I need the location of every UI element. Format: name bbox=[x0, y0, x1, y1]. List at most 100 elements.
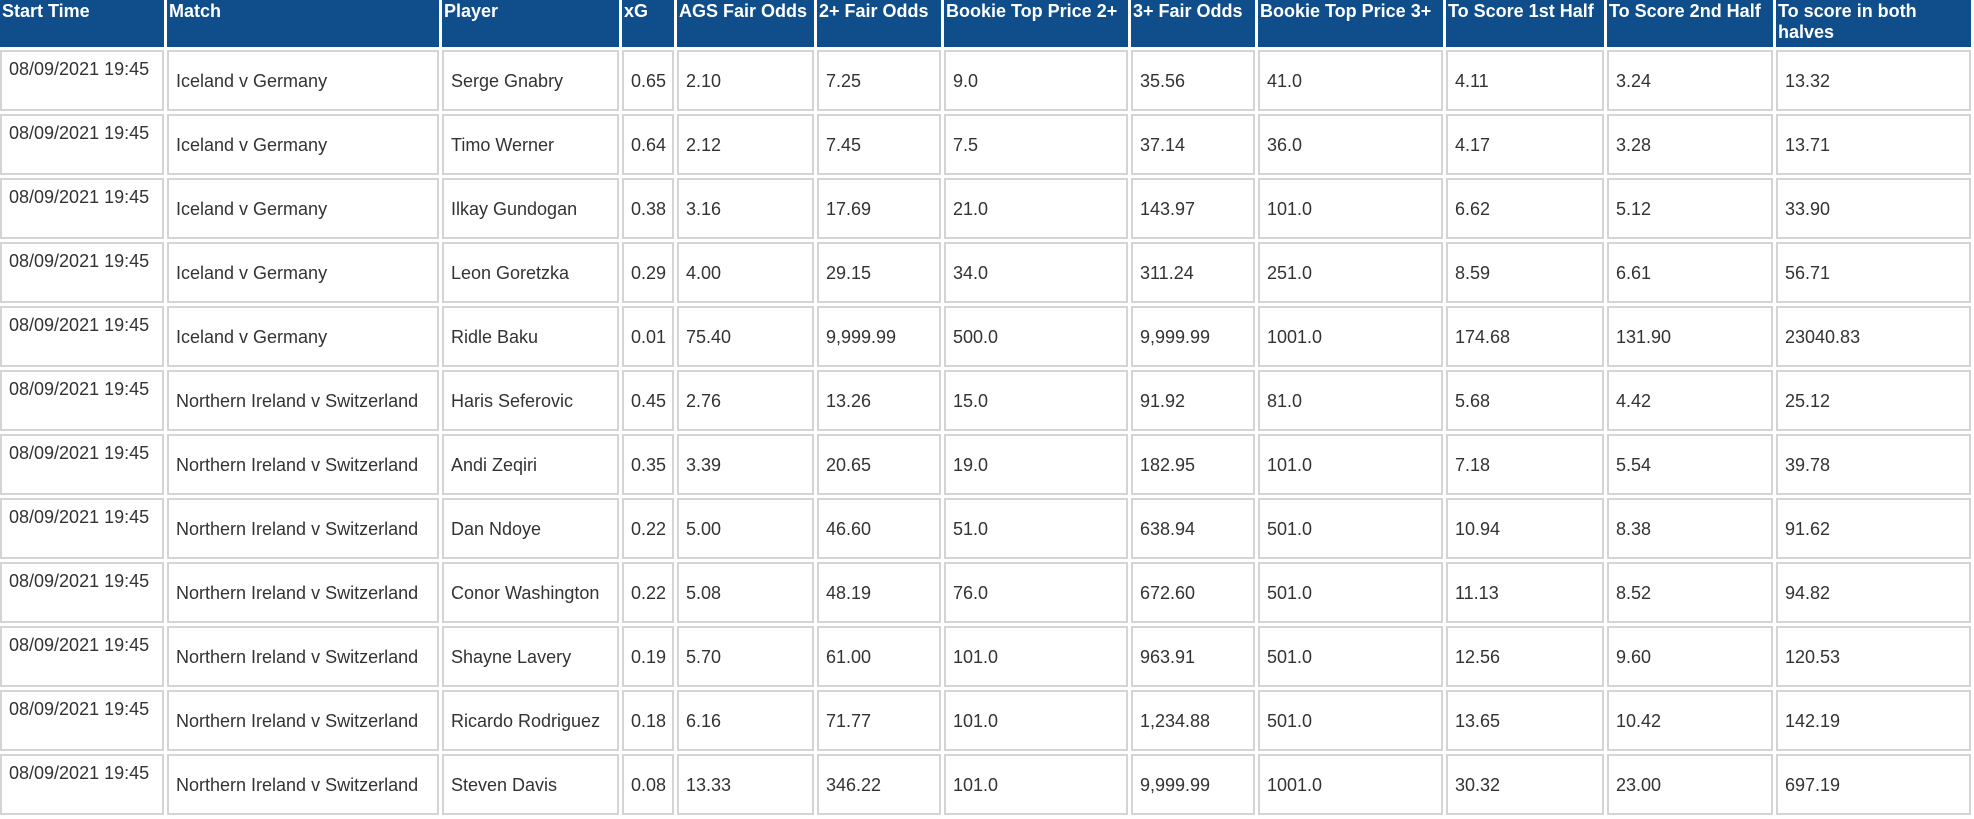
header-3plus-fair-odds[interactable]: 3+ Fair Odds bbox=[1131, 0, 1255, 47]
table-row: 08/09/2021 19:45 Northern Ireland v Swit… bbox=[0, 562, 1971, 623]
cell-start-time: 08/09/2021 19:45 bbox=[0, 178, 164, 239]
cell-bookie-top-price-3plus: 101.0 bbox=[1258, 434, 1443, 495]
cell-xg: 0.65 bbox=[622, 50, 674, 111]
cell-3plus-fair-odds: 9,999.99 bbox=[1131, 754, 1255, 815]
cell-2plus-fair-odds: 17.69 bbox=[817, 178, 941, 239]
cell-player: Timo Werner bbox=[442, 114, 619, 175]
cell-2plus-fair-odds: 61.00 bbox=[817, 626, 941, 687]
cell-to-score-both-halves: 91.62 bbox=[1776, 498, 1971, 559]
cell-xg: 0.19 bbox=[622, 626, 674, 687]
table-row: 08/09/2021 19:45 Northern Ireland v Swit… bbox=[0, 434, 1971, 495]
cell-3plus-fair-odds: 672.60 bbox=[1131, 562, 1255, 623]
header-xg[interactable]: xG bbox=[622, 0, 674, 47]
table-row: 08/09/2021 19:45 Northern Ireland v Swit… bbox=[0, 498, 1971, 559]
cell-ags-fair-odds: 5.70 bbox=[677, 626, 814, 687]
cell-ags-fair-odds: 6.16 bbox=[677, 690, 814, 751]
cell-start-time: 08/09/2021 19:45 bbox=[0, 242, 164, 303]
cell-player: Steven Davis bbox=[442, 754, 619, 815]
cell-to-score-both-halves: 142.19 bbox=[1776, 690, 1971, 751]
cell-player: Ricardo Rodriguez bbox=[442, 690, 619, 751]
cell-bookie-top-price-2plus: 21.0 bbox=[944, 178, 1128, 239]
header-2plus-fair-odds[interactable]: 2+ Fair Odds bbox=[817, 0, 941, 47]
cell-to-score-2nd-half: 8.52 bbox=[1607, 562, 1773, 623]
cell-to-score-2nd-half: 3.28 bbox=[1607, 114, 1773, 175]
cell-bookie-top-price-3plus: 1001.0 bbox=[1258, 754, 1443, 815]
cell-player: Shayne Lavery bbox=[442, 626, 619, 687]
cell-2plus-fair-odds: 20.65 bbox=[817, 434, 941, 495]
cell-2plus-fair-odds: 13.26 bbox=[817, 370, 941, 431]
cell-to-score-both-halves: 94.82 bbox=[1776, 562, 1971, 623]
cell-to-score-2nd-half: 4.42 bbox=[1607, 370, 1773, 431]
cell-ags-fair-odds: 2.76 bbox=[677, 370, 814, 431]
cell-bookie-top-price-3plus: 501.0 bbox=[1258, 498, 1443, 559]
cell-to-score-2nd-half: 10.42 bbox=[1607, 690, 1773, 751]
cell-player: Leon Goretzka bbox=[442, 242, 619, 303]
header-to-score-both-halves[interactable]: To score in both halves bbox=[1776, 0, 1971, 47]
cell-bookie-top-price-2plus: 7.5 bbox=[944, 114, 1128, 175]
cell-to-score-2nd-half: 8.38 bbox=[1607, 498, 1773, 559]
table-body: 08/09/2021 19:45 Iceland v Germany Serge… bbox=[0, 50, 1971, 815]
cell-to-score-1st-half: 4.11 bbox=[1446, 50, 1604, 111]
cell-3plus-fair-odds: 143.97 bbox=[1131, 178, 1255, 239]
header-player[interactable]: Player bbox=[442, 0, 619, 47]
cell-to-score-1st-half: 7.18 bbox=[1446, 434, 1604, 495]
cell-3plus-fair-odds: 9,999.99 bbox=[1131, 306, 1255, 367]
cell-to-score-1st-half: 6.62 bbox=[1446, 178, 1604, 239]
header-to-score-1st-half[interactable]: To Score 1st Half bbox=[1446, 0, 1604, 47]
cell-to-score-both-halves: 697.19 bbox=[1776, 754, 1971, 815]
table-header: Start Time Match Player xG AGS Fair Odds… bbox=[0, 0, 1971, 47]
table-row: 08/09/2021 19:45 Iceland v Germany Serge… bbox=[0, 50, 1971, 111]
cell-match: Northern Ireland v Switzerland bbox=[167, 434, 439, 495]
cell-to-score-1st-half: 5.68 bbox=[1446, 370, 1604, 431]
cell-bookie-top-price-2plus: 15.0 bbox=[944, 370, 1128, 431]
cell-start-time: 08/09/2021 19:45 bbox=[0, 498, 164, 559]
cell-player: Conor Washington bbox=[442, 562, 619, 623]
header-row: Start Time Match Player xG AGS Fair Odds… bbox=[0, 0, 1971, 47]
header-bookie-top-price-3plus[interactable]: Bookie Top Price 3+ bbox=[1258, 0, 1443, 47]
header-ags-fair-odds[interactable]: AGS Fair Odds bbox=[677, 0, 814, 47]
cell-start-time: 08/09/2021 19:45 bbox=[0, 370, 164, 431]
cell-to-score-1st-half: 30.32 bbox=[1446, 754, 1604, 815]
cell-bookie-top-price-3plus: 501.0 bbox=[1258, 690, 1443, 751]
cell-player: Ilkay Gundogan bbox=[442, 178, 619, 239]
cell-bookie-top-price-3plus: 501.0 bbox=[1258, 626, 1443, 687]
cell-bookie-top-price-3plus: 251.0 bbox=[1258, 242, 1443, 303]
cell-2plus-fair-odds: 7.45 bbox=[817, 114, 941, 175]
cell-start-time: 08/09/2021 19:45 bbox=[0, 114, 164, 175]
table-row: 08/09/2021 19:45 Iceland v Germany Timo … bbox=[0, 114, 1971, 175]
cell-start-time: 08/09/2021 19:45 bbox=[0, 626, 164, 687]
cell-ags-fair-odds: 3.39 bbox=[677, 434, 814, 495]
cell-bookie-top-price-2plus: 101.0 bbox=[944, 626, 1128, 687]
cell-xg: 0.22 bbox=[622, 498, 674, 559]
cell-2plus-fair-odds: 71.77 bbox=[817, 690, 941, 751]
cell-2plus-fair-odds: 7.25 bbox=[817, 50, 941, 111]
header-start-time[interactable]: Start Time bbox=[0, 0, 164, 47]
cell-to-score-2nd-half: 5.12 bbox=[1607, 178, 1773, 239]
cell-bookie-top-price-3plus: 36.0 bbox=[1258, 114, 1443, 175]
cell-to-score-1st-half: 13.65 bbox=[1446, 690, 1604, 751]
cell-player: Haris Seferovic bbox=[442, 370, 619, 431]
cell-player: Serge Gnabry bbox=[442, 50, 619, 111]
cell-match: Northern Ireland v Switzerland bbox=[167, 754, 439, 815]
cell-to-score-both-halves: 33.90 bbox=[1776, 178, 1971, 239]
cell-match: Iceland v Germany bbox=[167, 306, 439, 367]
cell-bookie-top-price-3plus: 81.0 bbox=[1258, 370, 1443, 431]
cell-xg: 0.08 bbox=[622, 754, 674, 815]
cell-to-score-1st-half: 11.13 bbox=[1446, 562, 1604, 623]
cell-to-score-2nd-half: 6.61 bbox=[1607, 242, 1773, 303]
header-bookie-top-price-2plus[interactable]: Bookie Top Price 2+ bbox=[944, 0, 1128, 47]
cell-bookie-top-price-2plus: 34.0 bbox=[944, 242, 1128, 303]
cell-bookie-top-price-3plus: 501.0 bbox=[1258, 562, 1443, 623]
cell-to-score-2nd-half: 131.90 bbox=[1607, 306, 1773, 367]
cell-xg: 0.18 bbox=[622, 690, 674, 751]
header-to-score-2nd-half[interactable]: To Score 2nd Half bbox=[1607, 0, 1773, 47]
table-row: 08/09/2021 19:45 Iceland v Germany Ilkay… bbox=[0, 178, 1971, 239]
header-match[interactable]: Match bbox=[167, 0, 439, 47]
table-row: 08/09/2021 19:45 Iceland v Germany Leon … bbox=[0, 242, 1971, 303]
cell-xg: 0.35 bbox=[622, 434, 674, 495]
cell-to-score-2nd-half: 5.54 bbox=[1607, 434, 1773, 495]
table-row: 08/09/2021 19:45 Northern Ireland v Swit… bbox=[0, 690, 1971, 751]
cell-match: Iceland v Germany bbox=[167, 114, 439, 175]
table-row: 08/09/2021 19:45 Northern Ireland v Swit… bbox=[0, 370, 1971, 431]
